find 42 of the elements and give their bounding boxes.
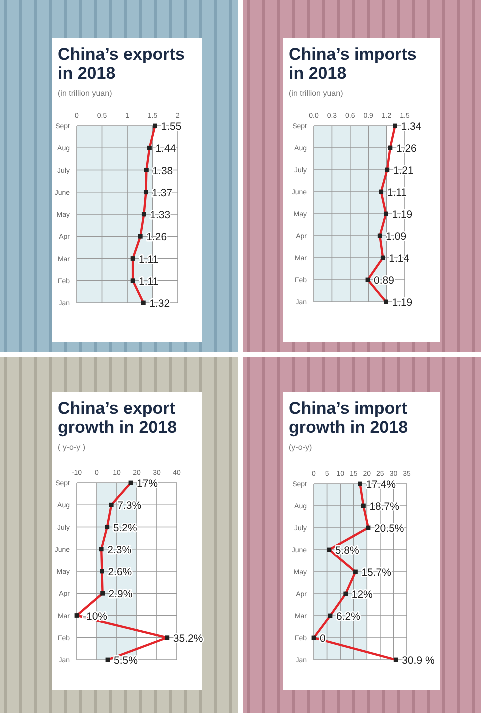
chart-title: China’s imports in 2018	[289, 45, 417, 83]
data-label: 1.32	[150, 298, 170, 310]
data-label: 1.11	[139, 276, 159, 288]
chart-subtitle: ( y-o-y )	[58, 443, 86, 452]
chart-subtitle: (in trillion yuan)	[289, 89, 344, 98]
chart-title: China’s export growth in 2018	[58, 399, 178, 437]
data-label: 5.8%	[335, 545, 360, 557]
data-label: 1.19	[392, 209, 413, 221]
data-label: 1.14	[389, 253, 410, 265]
chart-title: China’s exports in 2018	[58, 45, 185, 83]
data-label: 1.26	[396, 143, 418, 155]
data-label: 12%	[352, 589, 373, 601]
data-label: 1.26	[146, 232, 168, 244]
data-label: 1.11	[387, 187, 408, 199]
chart-title: China’s import growth in 2018	[289, 399, 408, 437]
data-label: 6.2%	[336, 611, 360, 623]
data-label: 1.11	[139, 254, 159, 266]
data-label: 7.3%	[118, 500, 142, 512]
chart-subtitle: (y-o-y)	[289, 443, 312, 452]
data-label: 2.9%	[108, 588, 133, 601]
data-label: 1.33	[150, 210, 171, 222]
data-label: 2.3%	[108, 544, 132, 556]
data-label: 1.38	[152, 165, 174, 178]
data-label: 20.5%	[374, 523, 404, 535]
chart-subtitle: (in trillion yuan)	[58, 89, 113, 98]
data-label: 1.34	[401, 121, 422, 133]
data-label: 5.5%	[114, 655, 138, 667]
data-label: 30.9 %	[402, 655, 435, 667]
data-label: 1.09	[386, 231, 407, 243]
data-label: 15.7%	[362, 567, 392, 579]
data-label: 35.2%	[173, 632, 204, 645]
data-label: 5.2%	[113, 522, 138, 534]
data-label: 2.6%	[108, 566, 132, 578]
data-label: 17%	[137, 478, 158, 490]
data-label: 1.55	[161, 121, 182, 133]
data-label: 1.37	[152, 187, 173, 200]
data-label: 18.7%	[370, 501, 400, 513]
data-label: 1.44	[156, 143, 176, 156]
data-label: 1.21	[393, 165, 414, 177]
data-label: 17.4%	[366, 479, 396, 491]
data-label: 0.89	[374, 275, 395, 287]
data-label: 1.19	[392, 297, 413, 309]
